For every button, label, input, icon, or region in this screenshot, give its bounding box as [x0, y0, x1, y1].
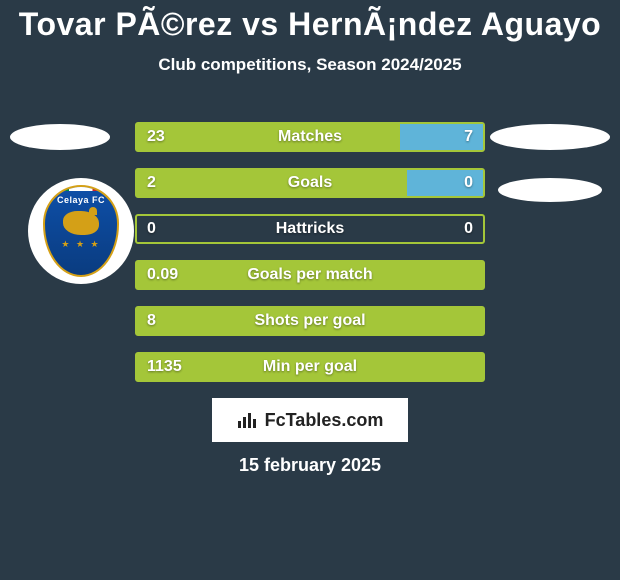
stat-row: 20Goals: [135, 168, 485, 198]
stat-row: 237Matches: [135, 122, 485, 152]
stat-bar-right: 0: [407, 170, 483, 196]
flag-stripe-icon: [45, 187, 117, 191]
stat-bar-left: 8: [137, 308, 483, 334]
player-photo-right: [490, 124, 610, 150]
stat-value-left: 23: [137, 128, 175, 146]
stat-row: 0 0Hattricks: [135, 214, 485, 244]
stat-value-left: 2: [137, 174, 166, 192]
stat-value-left: 0.09: [137, 266, 188, 284]
stat-row: 8Shots per goal: [135, 306, 485, 336]
player-photo-left: [10, 124, 110, 150]
stat-value-right: 7: [454, 128, 483, 146]
stats-panel: 237Matches20Goals00Hattricks0.09Goals pe…: [135, 122, 485, 398]
stat-value-right: 0: [454, 220, 483, 238]
stat-label: Hattricks: [137, 220, 483, 238]
page-subtitle: Club competitions, Season 2024/2025: [0, 55, 620, 75]
stat-value-left: 0: [137, 220, 166, 238]
stat-value-right: 0: [454, 174, 483, 192]
branding-badge: FcTables.com: [212, 398, 408, 442]
stars-icon: ★ ★ ★: [61, 239, 100, 250]
club-badge-left: Celaya FC ★ ★ ★: [28, 178, 134, 284]
stat-bar-left: 2: [137, 170, 407, 196]
club-shield-icon: Celaya FC ★ ★ ★: [43, 185, 119, 276]
date-text: 15 february 2025: [0, 455, 620, 476]
stat-bar-left: 23: [137, 124, 400, 150]
stat-row: 0.09Goals per match: [135, 260, 485, 290]
stat-bar-left: 0.09: [137, 262, 483, 288]
chart-bars-icon: [237, 411, 259, 429]
stat-value-left: 1135: [137, 358, 192, 376]
club-name: Celaya FC: [57, 195, 105, 205]
stat-bar-right: 7: [400, 124, 483, 150]
bull-icon: [63, 211, 99, 235]
stat-value-left: 8: [137, 312, 166, 330]
page-title: Tovar PÃ©rez vs HernÃ¡ndez Aguayo: [0, 0, 620, 43]
branding-text: FcTables.com: [265, 410, 384, 431]
club-badge-right: [498, 178, 602, 202]
stat-row: 1135Min per goal: [135, 352, 485, 382]
stat-bar-left: 1135: [137, 354, 483, 380]
